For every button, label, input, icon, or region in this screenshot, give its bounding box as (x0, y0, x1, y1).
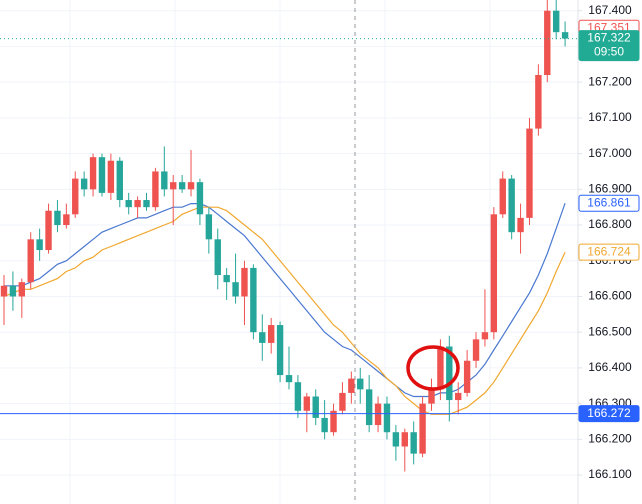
countdown-label: 09:50 (594, 45, 624, 59)
candle-body (205, 214, 213, 240)
candle-body (285, 375, 293, 383)
candle-body (196, 182, 204, 215)
candle-body (383, 403, 391, 433)
candle-body (241, 267, 248, 297)
grid (0, 0, 578, 504)
price-label-box (578, 194, 640, 212)
candle-body (170, 182, 177, 190)
price-label-box (578, 405, 640, 423)
price-label-box (578, 30, 640, 62)
candle-body (446, 346, 453, 401)
candle-body (499, 178, 506, 215)
candle-body (321, 417, 328, 433)
candle-body (125, 200, 132, 208)
candle-body (18, 282, 26, 297)
candle-body (259, 332, 266, 343)
y-tick-label: 166.800 (588, 217, 632, 231)
y-tick-label: 166.600 (588, 289, 632, 303)
y-tick-label: 167.200 (588, 74, 632, 88)
candle-body (348, 378, 355, 393)
y-tick-label: 167.100 (588, 110, 632, 124)
candle-body (544, 10, 551, 76)
candle-body (134, 200, 141, 208)
candle-body (89, 157, 97, 190)
plot-area (0, 0, 578, 472)
candle-body (490, 214, 498, 333)
candle-body (526, 128, 533, 218)
candle-body (72, 178, 79, 215)
candle-body (419, 403, 426, 454)
candle-body (312, 396, 319, 418)
candle-body (250, 267, 257, 333)
candle-body (392, 432, 400, 447)
y-tick-label: 167.400 (588, 3, 632, 17)
candle-body (428, 389, 435, 404)
candle-body (410, 432, 417, 454)
moving-average (4, 203, 566, 398)
price-label: 166.861 (587, 195, 631, 209)
candle-body (294, 382, 302, 411)
candle-body (232, 282, 239, 297)
candle-body (45, 210, 52, 251)
candle-body (330, 410, 337, 433)
price-label: 166.724 (587, 244, 631, 258)
candle-body (339, 392, 346, 411)
candle-body (472, 339, 480, 361)
price-label: 167.322 (587, 31, 631, 45)
candle-body (27, 239, 34, 283)
candle-body (508, 178, 515, 233)
candle-body (187, 182, 195, 190)
price-axis-labels: 166.100166.200166.300166.400166.500166.6… (578, 3, 640, 481)
moving-average (3, 206, 566, 415)
candle-body (561, 32, 569, 39)
candle-body (267, 325, 275, 343)
price-label-box (578, 243, 640, 261)
candle-body (152, 171, 159, 208)
candle-body (80, 178, 88, 190)
candle-body (552, 10, 560, 33)
candle-body (98, 157, 106, 193)
candle-body (481, 332, 489, 340)
candle-body (401, 432, 408, 447)
candle-body (455, 392, 462, 401)
candle-body (178, 182, 186, 190)
candle-body (303, 396, 311, 411)
y-tick-label: 166.900 (588, 181, 632, 195)
candle-body (463, 360, 471, 393)
candle-body (374, 403, 382, 426)
y-tick-label: 166.200 (588, 432, 632, 446)
candle-body (535, 75, 542, 129)
price-label: 166.272 (587, 406, 631, 420)
y-tick-label: 166.500 (588, 324, 632, 338)
candle-body (365, 389, 373, 426)
candle-body (276, 325, 284, 376)
y-tick-label: 166.400 (588, 360, 632, 374)
candle-body (36, 239, 43, 251)
y-tick-label: 166.100 (588, 467, 632, 481)
y-tick-label: 167.000 (588, 146, 632, 160)
candle-body (107, 160, 115, 193)
candle-body (54, 210, 61, 226)
candle-body (357, 378, 364, 390)
candle-body (116, 160, 123, 201)
candle-body (517, 217, 524, 233)
candle-body (9, 285, 17, 297)
candle-body (63, 214, 70, 226)
candle-body (0, 285, 8, 297)
candle-body (143, 200, 150, 208)
candle-body (223, 275, 230, 283)
candle-body (437, 346, 444, 390)
candle-body (214, 239, 221, 276)
highlight-circle (406, 345, 460, 391)
candle-body (161, 171, 168, 190)
